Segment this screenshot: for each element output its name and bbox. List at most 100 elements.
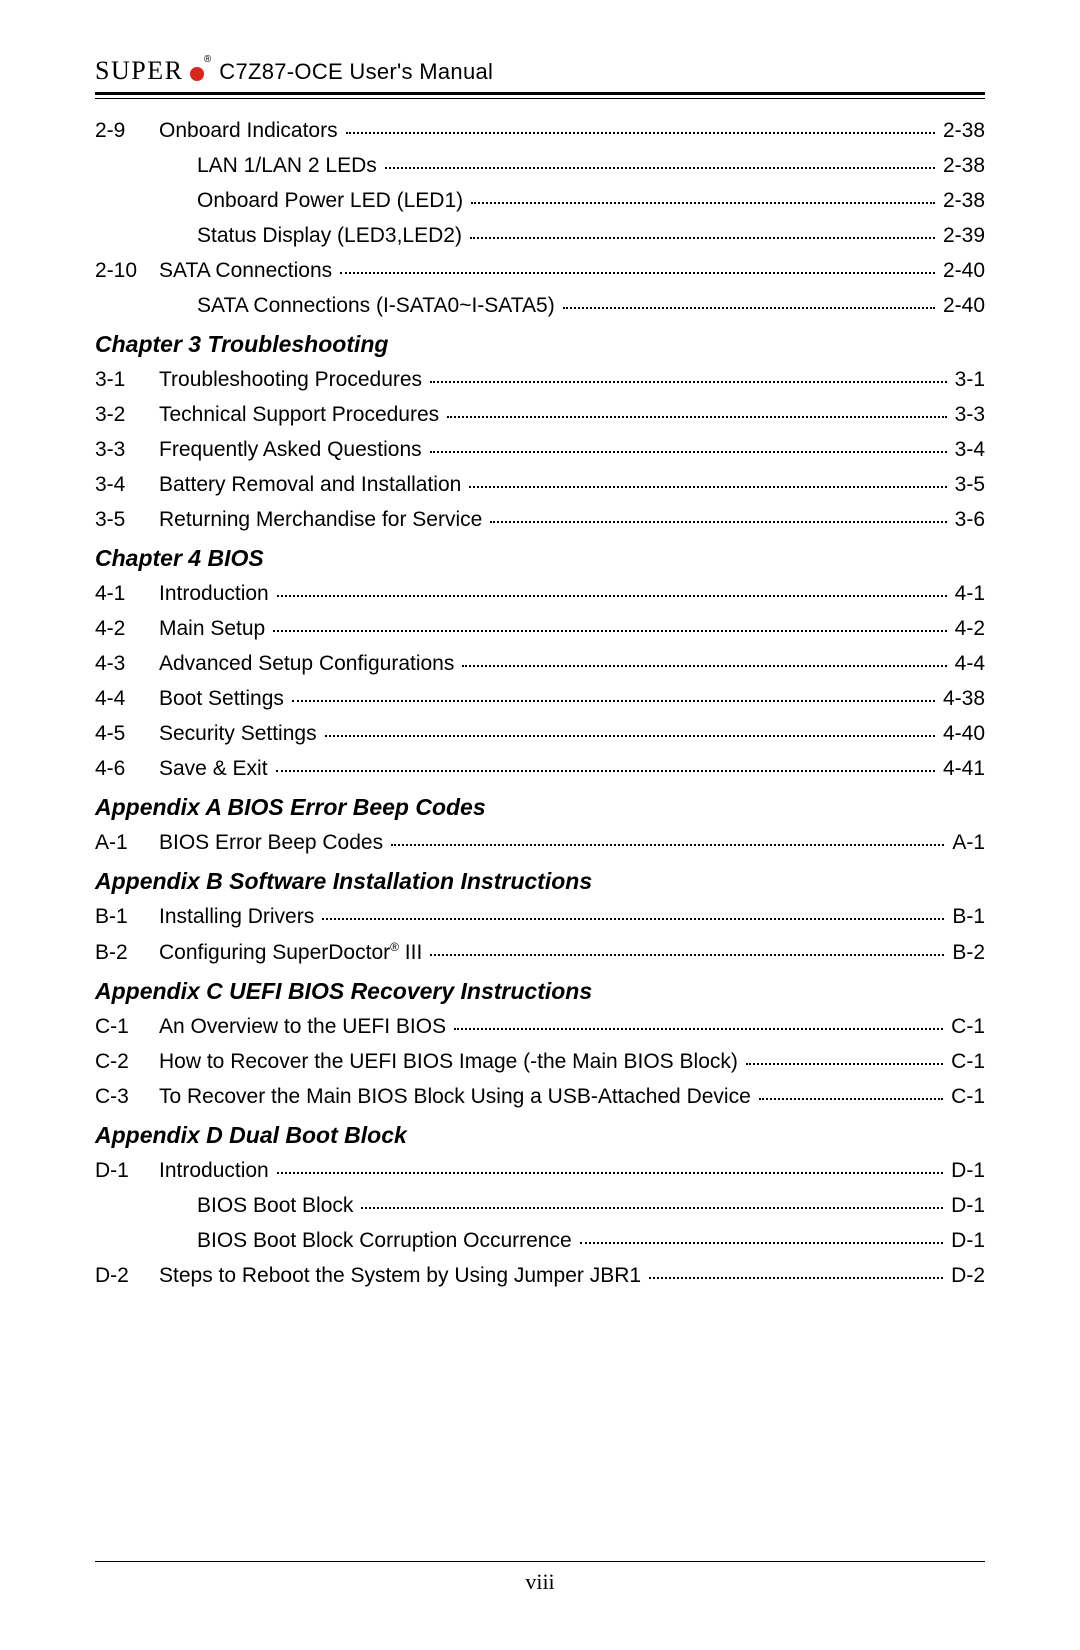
toc-section-number: 4-2 bbox=[95, 618, 155, 639]
toc-page-ref: B-2 bbox=[952, 942, 985, 963]
toc-page-ref: C-1 bbox=[951, 1016, 985, 1037]
toc-leader-dots bbox=[276, 770, 935, 772]
toc-leader-dots bbox=[361, 1207, 943, 1209]
toc-entry-title: Introduction bbox=[159, 583, 269, 604]
toc-section-number: C-2 bbox=[95, 1051, 155, 1072]
toc-section-number: C-3 bbox=[95, 1086, 155, 1107]
toc-leader-dots bbox=[277, 1172, 943, 1174]
toc-page-ref: 4-40 bbox=[943, 723, 985, 744]
header-rule-thick bbox=[95, 92, 985, 95]
toc-row: Status Display (LED3,LED2) 2-39 bbox=[95, 218, 985, 253]
toc-leader-dots bbox=[454, 1028, 943, 1030]
toc-page-ref: 2-38 bbox=[943, 190, 985, 211]
toc-row: BIOS Boot Block Corruption Occurrence D-… bbox=[95, 1223, 985, 1258]
toc-entry-title: Security Settings bbox=[159, 723, 317, 744]
toc-page-ref: 3-4 bbox=[955, 439, 985, 460]
toc-entry-title: LAN 1/LAN 2 LEDs bbox=[197, 155, 377, 176]
chapter-heading: Chapter 3 Troubleshooting bbox=[95, 323, 985, 362]
toc-entry-title: Troubleshooting Procedures bbox=[159, 369, 422, 390]
manual-page: SUPER ® C7Z87-OCE User's Manual 2-9Onboa… bbox=[0, 0, 1080, 1650]
toc-row: Onboard Power LED (LED1) 2-38 bbox=[95, 183, 985, 218]
page-header: SUPER ® C7Z87-OCE User's Manual bbox=[95, 56, 985, 86]
footer-rule bbox=[95, 1561, 985, 1562]
toc-page-ref: 2-38 bbox=[943, 155, 985, 176]
toc-leader-dots bbox=[649, 1277, 943, 1279]
toc-row: 4-3Advanced Setup Configurations 4-4 bbox=[95, 646, 985, 681]
chapter-heading: Appendix D Dual Boot Block bbox=[95, 1114, 985, 1153]
toc-entry-title: To Recover the Main BIOS Block Using a U… bbox=[159, 1086, 751, 1107]
toc-page-ref: 4-4 bbox=[955, 653, 985, 674]
toc-page-ref: 4-1 bbox=[955, 583, 985, 604]
toc-leader-dots bbox=[322, 918, 944, 920]
toc-section-number: 3-5 bbox=[95, 509, 155, 530]
brand-text: SUPER bbox=[95, 56, 183, 85]
toc-row: 4-2Main Setup4-2 bbox=[95, 611, 985, 646]
table-of-contents: 2-9Onboard Indicators 2-38 LAN 1/LAN 2 LED… bbox=[95, 113, 985, 1293]
toc-row: 3-3Frequently Asked Questions3-4 bbox=[95, 432, 985, 467]
toc-section-number: D-1 bbox=[95, 1160, 155, 1181]
toc-leader-dots bbox=[469, 486, 946, 488]
toc-entry-title: BIOS Error Beep Codes bbox=[159, 832, 383, 853]
toc-entry-title: Main Setup bbox=[159, 618, 265, 639]
toc-entry-title: SATA Connections bbox=[159, 260, 332, 281]
toc-section-number: 4-3 bbox=[95, 653, 155, 674]
toc-section-number: 3-3 bbox=[95, 439, 155, 460]
toc-entry-title: Onboard Indicators bbox=[159, 120, 338, 141]
toc-section-number: 4-4 bbox=[95, 688, 155, 709]
toc-entry-title: Introduction bbox=[159, 1160, 269, 1181]
toc-section-number: 3-4 bbox=[95, 474, 155, 495]
toc-leader-dots bbox=[346, 132, 935, 134]
toc-entry-title: Status Display (LED3,LED2) bbox=[197, 225, 462, 246]
toc-row: 4-4Boot Settings4-38 bbox=[95, 681, 985, 716]
toc-leader-dots bbox=[471, 202, 935, 204]
toc-leader-dots bbox=[759, 1098, 943, 1100]
toc-leader-dots bbox=[470, 237, 935, 239]
toc-leader-dots bbox=[430, 381, 947, 383]
toc-page-ref: 2-39 bbox=[943, 225, 985, 246]
toc-leader-dots bbox=[462, 665, 946, 667]
toc-section-number: 4-5 bbox=[95, 723, 155, 744]
toc-leader-dots bbox=[563, 307, 935, 309]
toc-section-number: B-2 bbox=[95, 942, 155, 963]
chapter-heading: Chapter 4 BIOS bbox=[95, 537, 985, 576]
toc-row: 4-5Security Settings 4-40 bbox=[95, 716, 985, 751]
toc-entry-title: BIOS Boot Block bbox=[197, 1195, 353, 1216]
toc-row: C-1An Overview to the UEFI BIOSC-1 bbox=[95, 1009, 985, 1044]
toc-page-ref: D-2 bbox=[951, 1265, 985, 1286]
toc-entry-title: Configuring SuperDoctor® III bbox=[159, 941, 422, 963]
toc-entry-title: An Overview to the UEFI BIOS bbox=[159, 1016, 446, 1037]
toc-entry-title: Onboard Power LED (LED1) bbox=[197, 190, 463, 211]
manual-title: C7Z87-OCE User's Manual bbox=[219, 59, 493, 85]
toc-entry-title: SATA Connections (I-SATA0~I-SATA5) bbox=[197, 295, 555, 316]
toc-section-number: D-2 bbox=[95, 1265, 155, 1286]
toc-page-ref: D-1 bbox=[951, 1160, 985, 1181]
toc-row: SATA Connections (I-SATA0~I-SATA5)2-40 bbox=[95, 288, 985, 323]
toc-row: 4-6Save & Exit4-41 bbox=[95, 751, 985, 786]
toc-leader-dots bbox=[580, 1242, 943, 1244]
toc-entry-title: Returning Merchandise for Service bbox=[159, 509, 482, 530]
toc-section-number: 2-10 bbox=[95, 260, 155, 281]
toc-leader-dots bbox=[340, 272, 935, 274]
toc-page-ref: A-1 bbox=[952, 832, 985, 853]
toc-page-ref: 4-38 bbox=[943, 688, 985, 709]
toc-section-number: B-1 bbox=[95, 906, 155, 927]
toc-page-ref: B-1 bbox=[952, 906, 985, 927]
toc-entry-title: Advanced Setup Configurations bbox=[159, 653, 454, 674]
toc-page-ref: D-1 bbox=[951, 1195, 985, 1216]
toc-entry-title: Steps to Reboot the System by Using Jump… bbox=[159, 1265, 641, 1286]
toc-entry-title: Technical Support Procedures bbox=[159, 404, 439, 425]
toc-entry-title: How to Recover the UEFI BIOS Image (-the… bbox=[159, 1051, 738, 1072]
toc-leader-dots bbox=[447, 416, 946, 418]
toc-section-number: 2-9 bbox=[95, 120, 155, 141]
page-number: viii bbox=[0, 1569, 1080, 1595]
toc-section-number: A-1 bbox=[95, 832, 155, 853]
toc-page-ref: 3-1 bbox=[955, 369, 985, 390]
toc-page-ref: 3-3 bbox=[955, 404, 985, 425]
toc-row: 3-4Battery Removal and Installation3-5 bbox=[95, 467, 985, 502]
toc-section-number: 4-1 bbox=[95, 583, 155, 604]
brand-logo: SUPER ® bbox=[95, 56, 211, 86]
header-rule-thin bbox=[95, 98, 985, 99]
toc-leader-dots bbox=[391, 844, 944, 846]
chapter-heading: Appendix C UEFI BIOS Recovery Instructio… bbox=[95, 970, 985, 1009]
brand-dot-icon bbox=[190, 67, 204, 81]
